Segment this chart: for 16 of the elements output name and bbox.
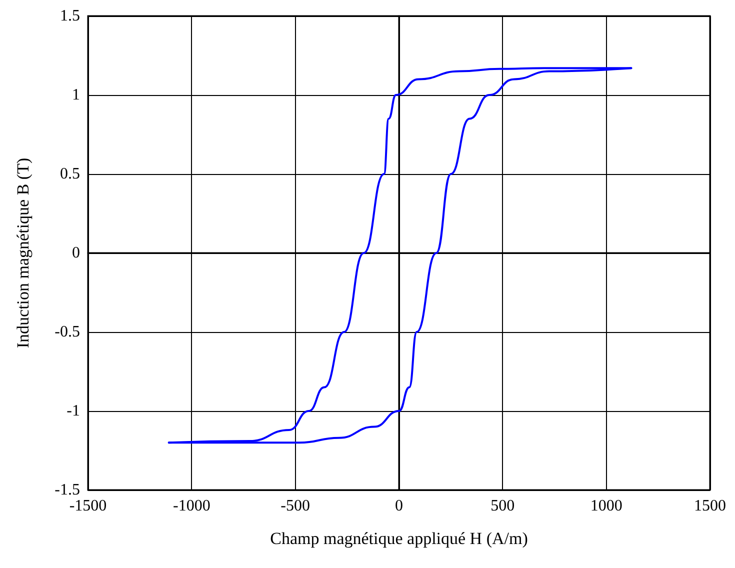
x-tick-label: 0	[395, 498, 403, 514]
x-tick-label: -1000	[173, 498, 210, 514]
y-tick-label: 1	[72, 86, 80, 104]
y-tick-label: -1	[66, 402, 80, 420]
x-axis-title: Champ magnétique appliqué H (A/m)	[270, 529, 528, 548]
y-tick-label: 0	[72, 244, 80, 262]
y-tick-label: -0.5	[54, 324, 80, 340]
y-tick-label: -1.5	[54, 482, 80, 498]
y-axis-title: Induction magnétique B (T)	[14, 158, 32, 348]
x-tick-label: -500	[280, 498, 310, 514]
y-tick-label: 0.5	[60, 166, 80, 182]
y-tick-label: 1.5	[60, 8, 80, 24]
x-tick-label: 1000	[590, 498, 622, 514]
x-tick-label: -1500	[69, 498, 107, 514]
x-tick-label: 1500	[694, 498, 726, 514]
x-tick-label: 500	[490, 498, 515, 514]
